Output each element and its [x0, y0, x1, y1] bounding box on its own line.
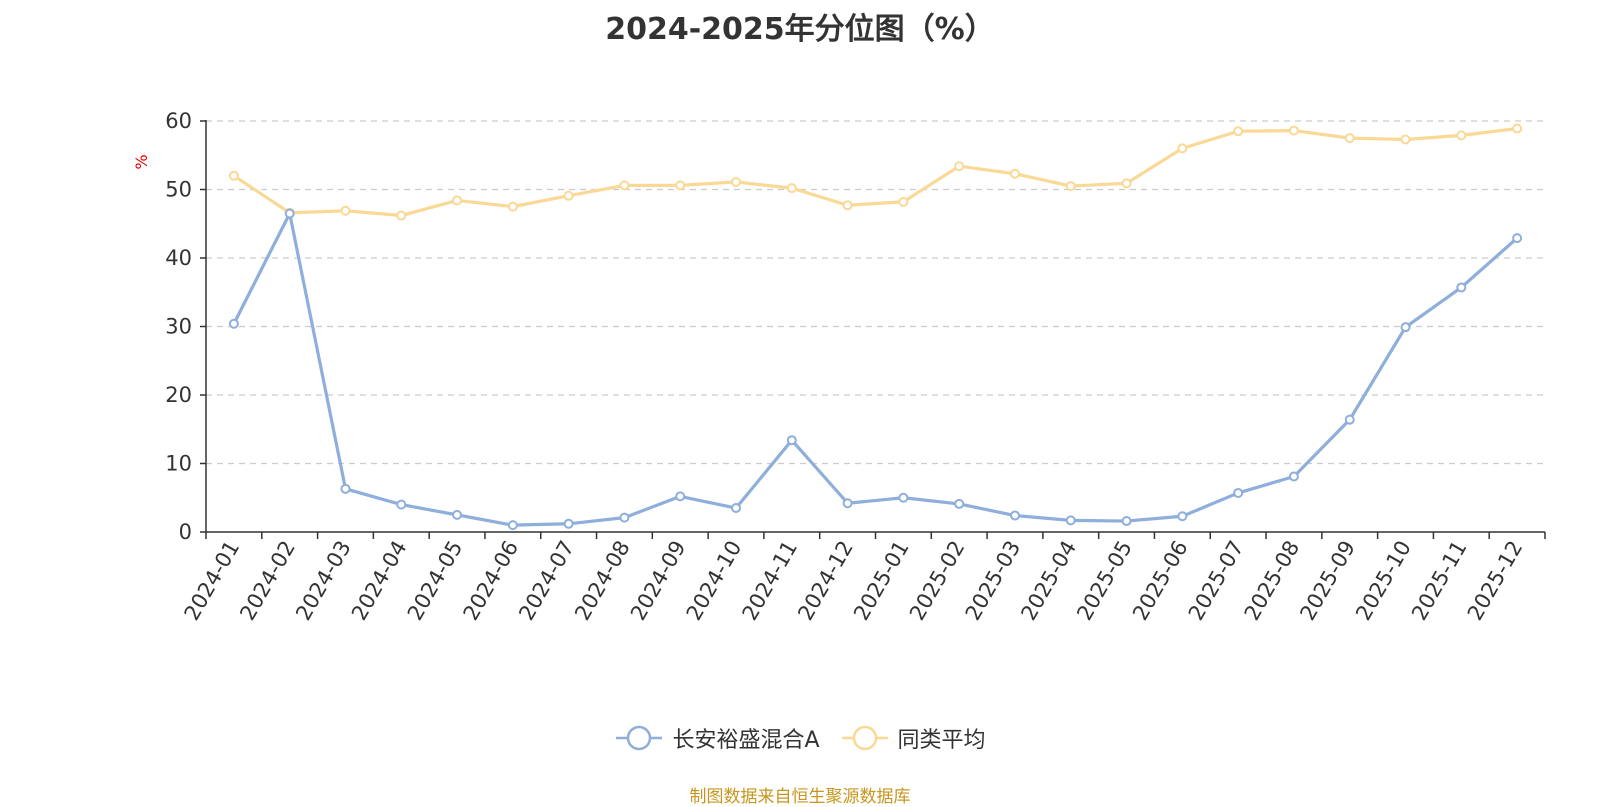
point-s2-2025-04	[1065, 181, 1076, 192]
point-s1-2024-06	[507, 520, 518, 531]
point-s1-2025-11	[1456, 282, 1467, 293]
legend-label-1: 长安裕盛混合A	[672, 728, 820, 753]
point-s1-2024-10	[731, 503, 742, 514]
legend-item-2[interactable]: 同类平均	[840, 722, 986, 754]
point-s1-2025-05	[1121, 516, 1132, 527]
y-tick-label-30: 30	[165, 315, 192, 339]
x-tick-label-2025-02: 2025-02	[905, 537, 970, 625]
point-s2-2025-10	[1400, 134, 1411, 145]
x-tick-label-2024-05: 2024-05	[403, 537, 468, 625]
x-tick-label-2024-04: 2024-04	[347, 537, 412, 625]
point-s1-2024-08	[619, 512, 630, 523]
x-tick-label-2024-12: 2024-12	[793, 537, 858, 625]
point-s2-2024-06	[507, 201, 518, 212]
point-s1-2024-11	[786, 435, 797, 446]
point-s2-2025-01	[898, 196, 909, 207]
point-s2-2025-12	[1512, 123, 1523, 134]
point-s2-2024-08	[619, 180, 630, 191]
x-tick-label-2025-09: 2025-09	[1295, 537, 1360, 625]
point-s2-2024-01	[228, 170, 239, 181]
y-tick-label-60: 60	[165, 109, 192, 133]
point-s2-2025-07	[1233, 126, 1244, 137]
x-tick-label-2024-03: 2024-03	[291, 537, 356, 625]
point-s1-2024-05	[452, 509, 463, 520]
y-tick-label-0: 0	[179, 520, 192, 544]
y-tick-label-40: 40	[165, 246, 192, 270]
x-tick-label-2025-05: 2025-05	[1072, 537, 1137, 625]
axes: 01020304050602024-012024-022024-032024-0…	[165, 109, 1546, 625]
point-s1-2025-10	[1400, 322, 1411, 333]
point-s2-2024-04	[396, 210, 407, 221]
x-tick-label-2024-09: 2024-09	[626, 537, 691, 625]
point-s1-2025-12	[1512, 233, 1523, 244]
point-s1-2024-09	[675, 491, 686, 502]
y-tick-label-10: 10	[165, 452, 192, 476]
series-line-2	[233, 126, 1518, 218]
x-tick-label-2024-11: 2024-11	[737, 537, 802, 625]
x-tick-label-2025-11: 2025-11	[1407, 537, 1472, 625]
point-s1-2024-02	[284, 208, 295, 219]
point-s1-2025-09	[1344, 414, 1355, 425]
point-s1-2025-08	[1288, 471, 1299, 482]
point-s2-2024-07	[563, 190, 574, 201]
point-s2-2025-02	[954, 161, 965, 172]
point-s2-2024-05	[452, 195, 463, 206]
x-tick-label-2024-06: 2024-06	[459, 537, 524, 625]
point-s2-2024-10	[731, 176, 742, 187]
point-s1-2024-03	[340, 483, 351, 494]
point-s1-2024-04	[396, 499, 407, 510]
line-chart: 01020304050602024-012024-022024-032024-0…	[132, 109, 1546, 625]
point-s2-2024-12	[842, 200, 853, 211]
series-line-1	[232, 211, 1519, 527]
y-axis-label: %	[132, 154, 151, 169]
x-tick-label-2025-04: 2025-04	[1016, 537, 1081, 625]
x-tick-label-2025-10: 2025-10	[1351, 537, 1416, 625]
point-s2-2025-06	[1177, 143, 1188, 154]
x-tick-label-2025-08: 2025-08	[1240, 537, 1305, 625]
grid-lines	[206, 120, 1545, 465]
point-s1-2025-01	[898, 492, 909, 503]
x-tick-label-2024-07: 2024-07	[514, 537, 579, 625]
x-tick-label-2024-02: 2024-02	[235, 537, 300, 625]
point-s2-2025-11	[1456, 130, 1467, 141]
point-s2-2024-09	[675, 180, 686, 191]
point-s2-2025-08	[1288, 125, 1299, 136]
x-tick-label-2024-10: 2024-10	[682, 537, 747, 625]
chart-title: 2024-2025年分位图（%）	[605, 12, 995, 47]
legend-marker-2	[841, 725, 888, 751]
x-tick-label-2024-08: 2024-08	[570, 537, 635, 625]
legend: 长安裕盛混合A 同类平均	[0, 722, 1600, 759]
point-s2-2025-03	[1009, 168, 1020, 179]
x-tick-label-2025-06: 2025-06	[1128, 537, 1193, 625]
data-source-note: 制图数据来自恒生聚源数据库	[689, 787, 911, 807]
point-s1-2025-06	[1177, 511, 1188, 522]
x-tick-label-2025-01: 2025-01	[849, 537, 914, 625]
x-tick-label-2025-12: 2025-12	[1463, 537, 1528, 625]
point-s1-2025-02	[954, 498, 965, 509]
legend-label-2: 同类平均	[897, 728, 986, 753]
legend-marker-1	[616, 725, 663, 751]
point-s1-2025-03	[1009, 510, 1020, 521]
point-s2-2025-05	[1121, 178, 1132, 189]
y-tick-label-20: 20	[165, 383, 192, 407]
point-s1-2024-12	[842, 498, 853, 509]
legend-item-1[interactable]: 长安裕盛混合A	[614, 722, 820, 754]
point-s2-2024-11	[786, 183, 797, 194]
y-tick-label-50: 50	[165, 178, 192, 202]
point-s2-2024-03	[340, 205, 351, 216]
point-s1-2025-07	[1233, 487, 1244, 498]
point-s1-2024-01	[228, 318, 239, 329]
x-tick-label-2025-07: 2025-07	[1184, 537, 1249, 625]
series-layer	[228, 123, 1523, 531]
x-tick-label-2025-03: 2025-03	[961, 537, 1026, 625]
point-s1-2025-04	[1065, 515, 1076, 526]
point-s2-2025-09	[1344, 133, 1355, 144]
x-tick-label-2024-01: 2024-01	[180, 537, 245, 625]
point-s1-2024-07	[563, 518, 574, 529]
